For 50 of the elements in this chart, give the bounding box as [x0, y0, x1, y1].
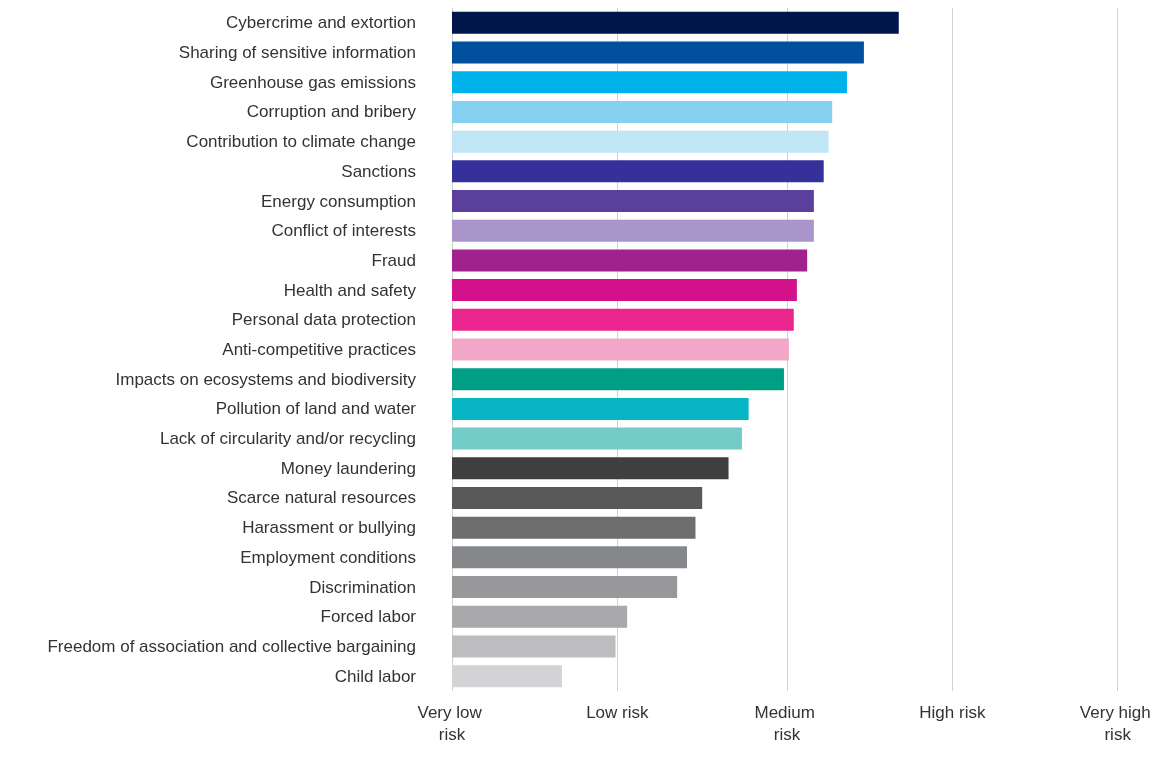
y-tick-label: Corruption and bribery [246, 102, 417, 122]
y-tick-label: Lack of circularity and/or recycling [159, 429, 416, 449]
y-tick-label: Fraud [371, 250, 416, 270]
ref-line-label: Low risk [586, 702, 649, 722]
bar [452, 516, 696, 539]
bar [452, 249, 808, 272]
y-tick-label: Forced labor [320, 607, 417, 627]
bar [452, 457, 729, 480]
bar [452, 71, 847, 94]
y-tick-label: Greenhouse gas emissions [209, 72, 416, 92]
y-tick-label: Energy consumption [261, 191, 416, 211]
bar [452, 635, 616, 658]
bar [452, 190, 814, 213]
ref-line-label: Medium risk [754, 702, 820, 744]
bar [452, 279, 797, 302]
y-tick-label: Employment conditions [240, 547, 416, 567]
bar [452, 130, 829, 153]
bar [452, 338, 789, 361]
y-tick-label: Anti-competitive practices [222, 340, 416, 359]
bar [452, 41, 864, 64]
bar [452, 160, 824, 183]
bar [452, 308, 794, 331]
bar [452, 486, 703, 509]
ref-line-label: Very high risk [1079, 702, 1156, 744]
bar [452, 368, 784, 391]
y-tick-label: Sharing of sensitive information [178, 43, 416, 63]
bar [452, 397, 749, 420]
y-tick-label: Conflict of interests [271, 221, 416, 241]
y-tick-label: Scarce natural resources [227, 488, 416, 508]
bar [452, 605, 628, 628]
y-tick-label: Health and safety [283, 280, 417, 300]
y-tick-label: Sanctions [341, 161, 416, 181]
ref-line-label: Very low risk [417, 702, 487, 744]
bar [452, 546, 687, 569]
bar [452, 427, 742, 450]
y-tick-label: Personal data protection [231, 310, 416, 330]
bar [452, 219, 814, 242]
y-tick-label: Contribution to climate change [186, 132, 416, 152]
bar [452, 100, 833, 123]
y-tick-label: Cybercrime and extortion [226, 13, 416, 33]
bar [452, 11, 899, 34]
y-tick-label: Harassment or bullying [242, 518, 416, 538]
bar [452, 576, 678, 599]
ref-line-label: High risk [919, 702, 986, 722]
y-tick-label: Freedom of association and collective bargaining [47, 636, 416, 656]
y-tick-label: Discrimination [309, 577, 416, 597]
y-tick-label: Pollution of land and water [215, 399, 417, 419]
y-tick-label: Impacts on ecosystems and biodiversity [115, 369, 417, 389]
y-tick-label: Money laundering [280, 458, 416, 478]
y-tick-label: Child labor [334, 666, 417, 686]
